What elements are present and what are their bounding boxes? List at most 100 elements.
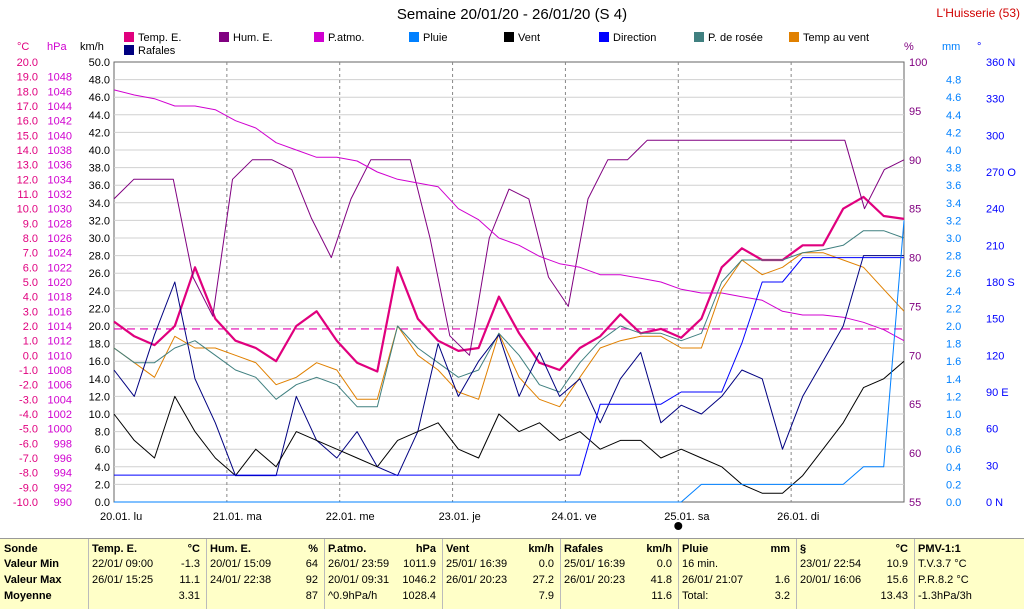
- stats-row: T.V.3.7 °C: [918, 558, 1018, 573]
- stats-value: km/h: [646, 543, 672, 555]
- stats-row: 16 min.: [682, 558, 790, 573]
- pressure-tick-label: 1048: [48, 72, 72, 84]
- pressure-tick-label: 994: [54, 468, 72, 480]
- temp-tick-label: 9.0: [23, 218, 38, 230]
- stats-column: Hum. E.% 20/01/ 15:09 64 24/01/ 22:38 92 87: [206, 539, 325, 609]
- legend-swatch: [694, 32, 704, 42]
- stats-text: 20/01/ 15:09: [210, 558, 272, 570]
- x-tick-label: 25.01. sa: [664, 511, 710, 523]
- wind-tick-label: 10.0: [89, 409, 110, 421]
- stats-value: -1.3: [181, 558, 200, 570]
- direction-unit: °: [977, 41, 982, 53]
- temp-tick-label: -3.0: [19, 394, 38, 406]
- legend-label: Hum. E.: [233, 32, 273, 44]
- stats-value: 27.2: [532, 574, 554, 586]
- stats-row: Temp. E. °C: [92, 543, 200, 558]
- stats-row: 20/01/ 16:06 15.6: [800, 574, 908, 589]
- pressure-tick-label: 1044: [48, 101, 72, 113]
- stats-value: 87: [305, 590, 318, 602]
- pressure-tick-label: 1022: [48, 262, 72, 274]
- stats-row: 26/01/ 21:07 1.6: [682, 574, 790, 589]
- legend-swatch: [124, 45, 134, 55]
- x-tick-label: 23.01. je: [439, 511, 481, 523]
- x-tick-label: 21.01. ma: [213, 511, 263, 523]
- rain-tick-label: 0.0: [946, 497, 961, 509]
- humidity-tick-label: 85: [909, 204, 921, 216]
- wind-tick-label: 0.0: [95, 497, 110, 509]
- stats-row: -1.3hPa/3h: [918, 590, 1018, 605]
- wind-tick-label: 34.0: [89, 198, 110, 210]
- pressure-tick-label: 1040: [48, 130, 72, 142]
- wind-tick-label: 50.0: [89, 57, 110, 69]
- legend-swatch: [409, 32, 419, 42]
- humidity-unit: %: [904, 41, 914, 53]
- stats-value: 3.31: [178, 590, 200, 602]
- stats-text: P.R.8.2 °C: [918, 574, 969, 586]
- stats-column: Sonde Valeur Min Valeur Max Moyenne: [0, 539, 89, 609]
- direction-tick-label: 120: [986, 350, 1004, 362]
- legend-label: Vent: [518, 32, 541, 44]
- pressure-tick-label: 1030: [48, 204, 72, 216]
- stats-text: Hum. E.: [210, 543, 251, 555]
- legend-item: Pluie: [409, 32, 447, 44]
- pressure-tick-label: 1034: [48, 174, 72, 186]
- legend-swatch: [314, 32, 324, 42]
- stats-row: 20/01/ 09:31 1046.2: [328, 574, 436, 589]
- stats-value: 10.9: [886, 558, 908, 570]
- stats-text: Valeur Max: [4, 574, 62, 586]
- stats-row: 25/01/ 16:39 0.0: [446, 558, 554, 573]
- temp-tick-label: -10.0: [13, 497, 38, 509]
- direction-tick-label: 150: [986, 314, 1004, 326]
- series-p-atmo: [113, 89, 905, 342]
- rain-tick-label: 2.0: [946, 321, 961, 333]
- pressure-tick-label: 1020: [48, 277, 72, 289]
- humidity-tick-label: 65: [909, 399, 921, 411]
- legend-label: Rafales: [138, 45, 176, 57]
- temp-tick-label: -5.0: [19, 424, 38, 436]
- direction-tick-label: 90 E: [986, 387, 1009, 399]
- humidity-tick-label: 95: [909, 106, 921, 118]
- temp-tick-label: 18.0: [17, 86, 38, 98]
- stats-text: 25/01/ 16:39: [564, 558, 626, 570]
- stats-row: 20/01/ 15:09 64: [210, 558, 318, 573]
- rain-tick-label: 0.4: [946, 462, 961, 474]
- stats-value: km/h: [528, 543, 554, 555]
- weather-chart: 20.01. lu 21.01. ma 22.01. me 23.01. je 24.0…: [13, 57, 1016, 530]
- stats-row: ^0.9hPa/h 1028.4: [328, 590, 436, 605]
- stats-row: PMV-1:1: [918, 543, 1018, 558]
- temp-tick-label: -8.0: [19, 468, 38, 480]
- stats-row: P.R.8.2 °C: [918, 574, 1018, 589]
- stats-value: 15.6: [886, 574, 908, 586]
- x-tick-label: 26.01. di: [777, 511, 819, 523]
- stats-text: Vent: [446, 543, 470, 555]
- stats-value: 1028.4: [402, 590, 436, 602]
- wind-tick-label: 30.0: [89, 233, 110, 245]
- stats-text: §: [800, 543, 807, 555]
- series-direction: [114, 257, 904, 476]
- pressure-unit: hPa: [47, 41, 67, 53]
- stats-text: 16 min.: [682, 558, 719, 570]
- stats-column: Rafales km/h 25/01/ 16:39 0.0 26/01/ 20:23 41…: [560, 539, 679, 609]
- stats-text: ^0.9hPa/h: [328, 590, 378, 602]
- stats-text: Valeur Min: [4, 558, 60, 570]
- moon-phase-icon: [674, 522, 683, 530]
- stats-text: Pluie: [682, 543, 709, 555]
- stats-row: Valeur Min: [4, 558, 82, 573]
- stats-row: 7.9: [446, 590, 554, 605]
- rain-tick-label: 2.2: [946, 303, 961, 315]
- stats-text: 22/01/ 09:00: [92, 558, 154, 570]
- legend-label: Direction: [613, 32, 657, 44]
- stats-row: 24/01/ 22:38 92: [210, 574, 318, 589]
- stats-text: Sonde: [4, 543, 38, 555]
- temp-tick-label: 6.0: [23, 262, 38, 274]
- stats-value: 1011.9: [403, 558, 436, 570]
- temp-tick-label: 20.0: [17, 57, 38, 69]
- stats-row: Valeur Max: [4, 574, 82, 589]
- rain-tick-label: 3.8: [946, 163, 961, 175]
- stats-text: Temp. E.: [92, 543, 138, 555]
- wind-tick-label: 44.0: [89, 110, 110, 122]
- stats-value: 13.43: [880, 590, 908, 602]
- rain-unit: mm: [942, 41, 961, 53]
- rain-tick-label: 0.6: [946, 444, 961, 456]
- stats-row: 3.31: [92, 590, 200, 605]
